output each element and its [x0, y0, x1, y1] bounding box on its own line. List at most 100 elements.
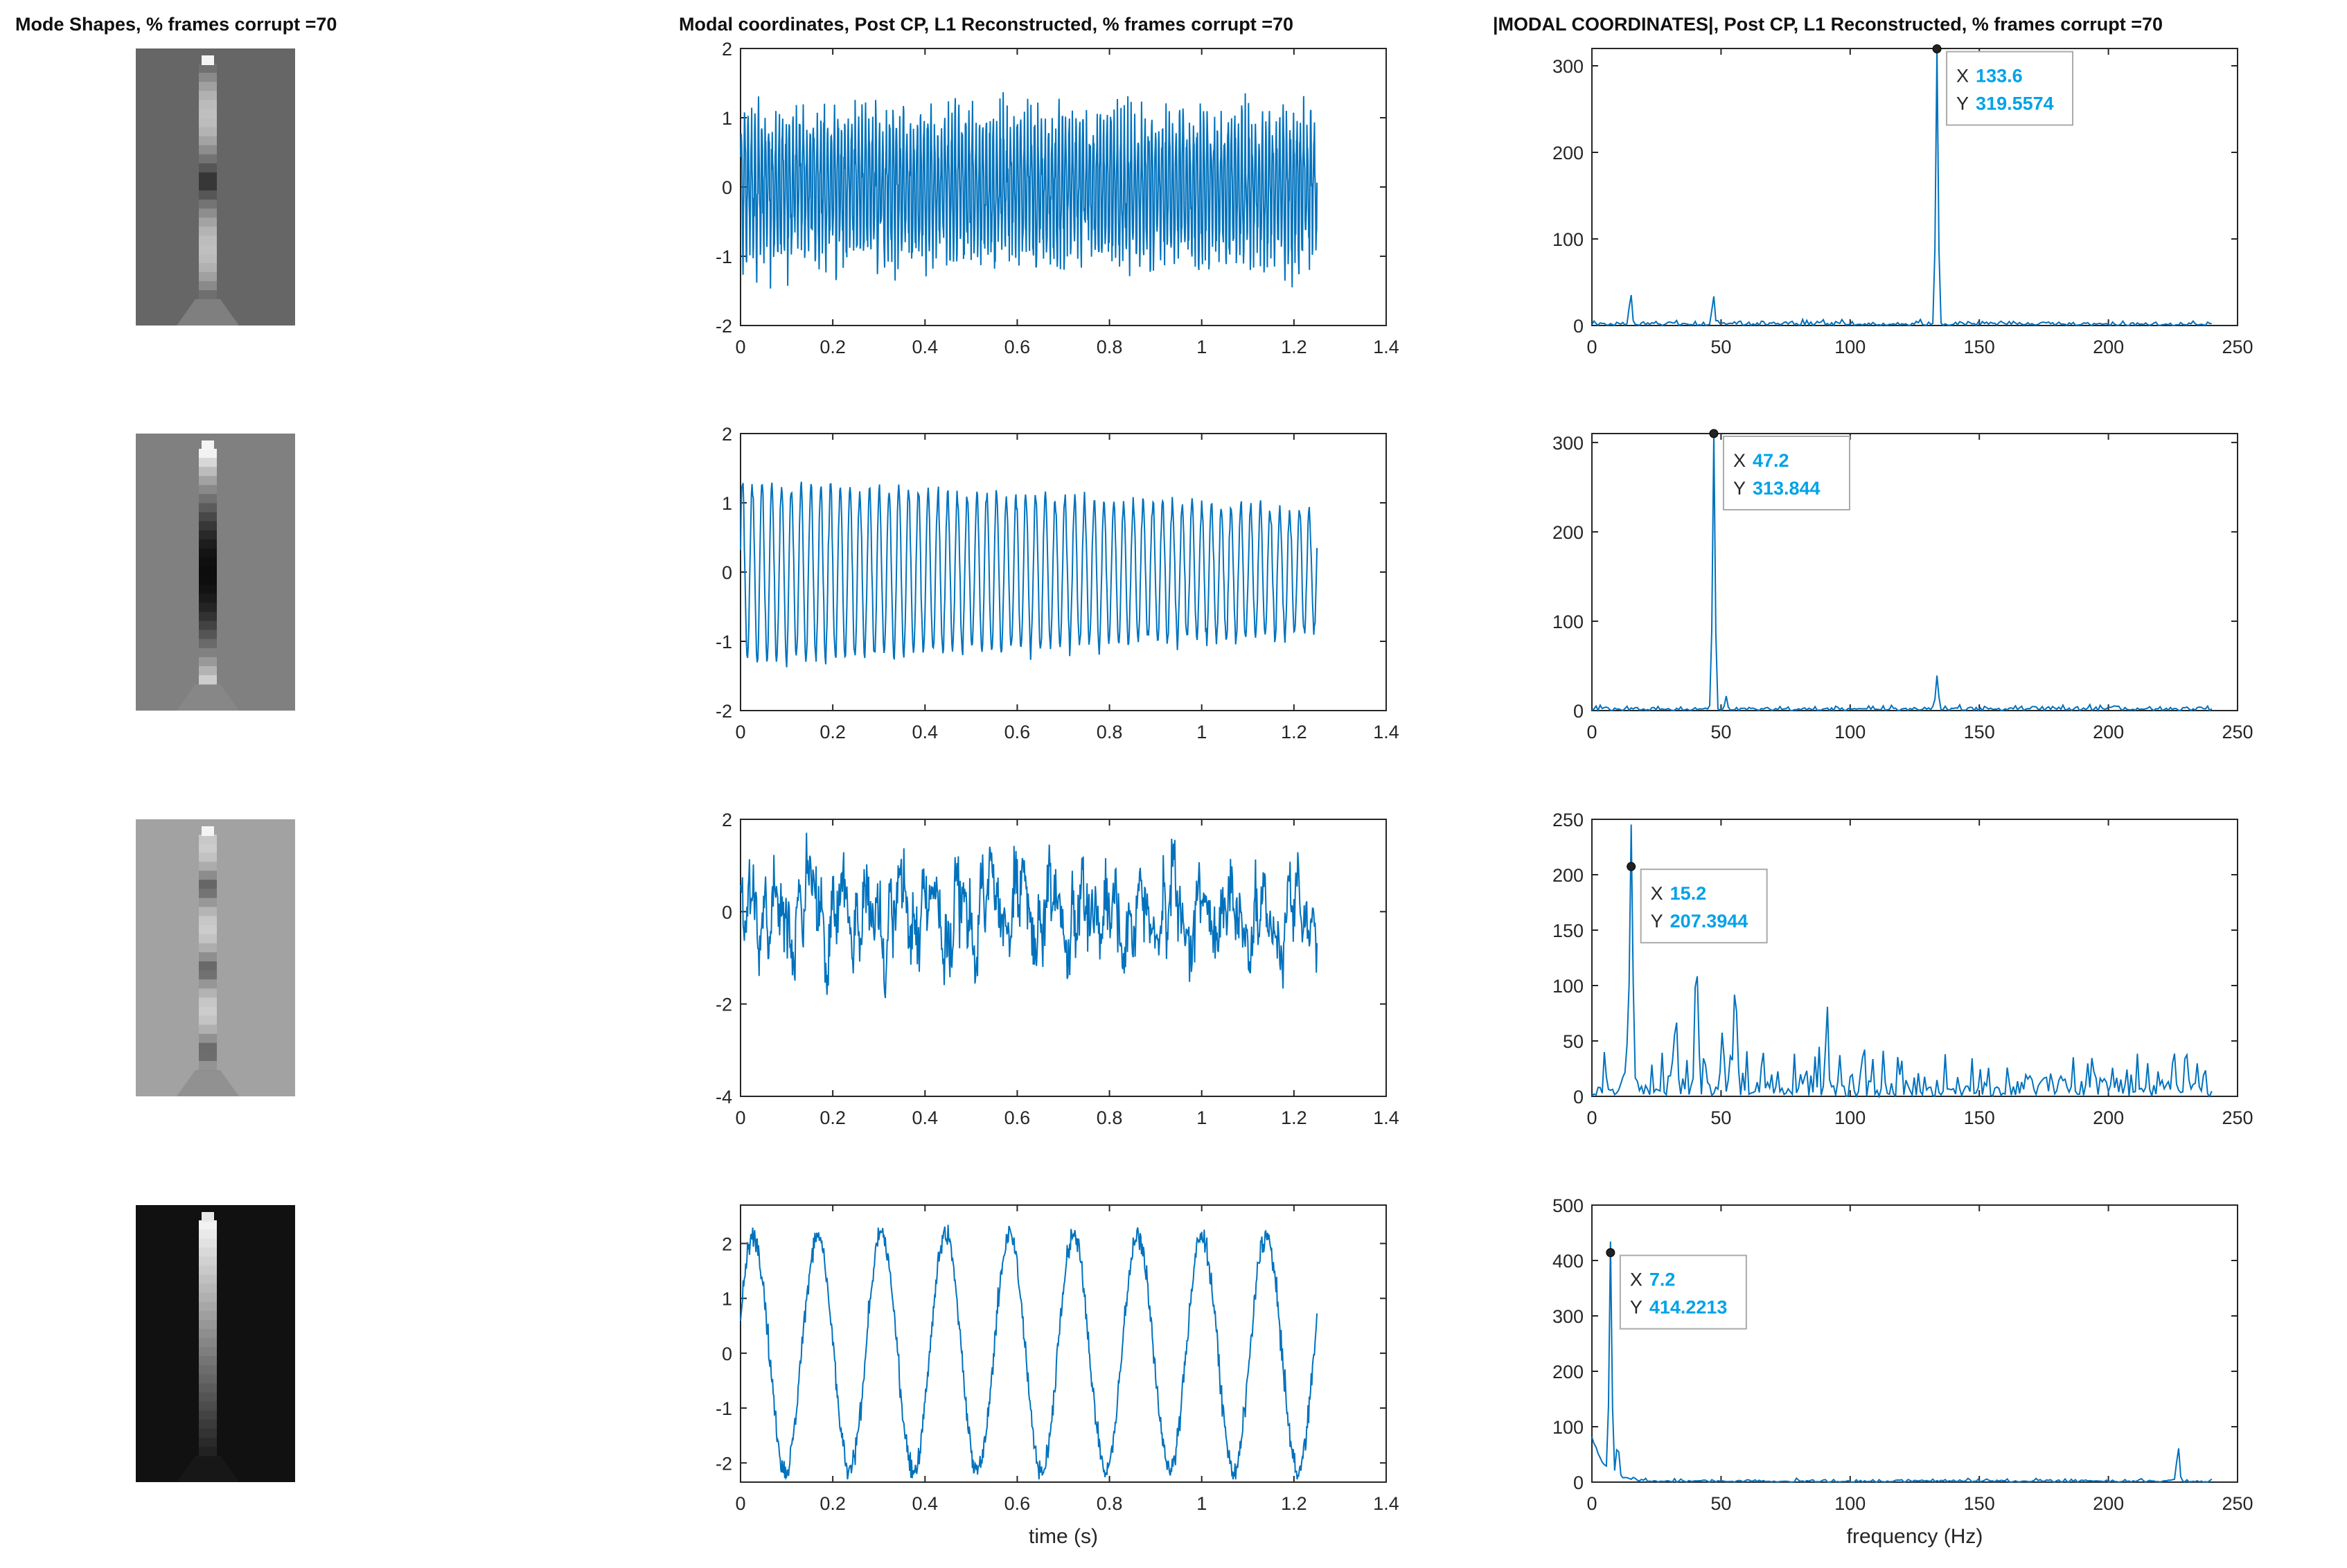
mode-shape-segment — [199, 244, 217, 255]
mode-shape-segment — [199, 226, 217, 237]
y-tick-label: 300 — [1552, 56, 1584, 77]
x-axis-label: time (s) — [1029, 1525, 1098, 1548]
datatip-x-value: 133.6 — [1976, 66, 2023, 87]
datatip-marker — [1932, 44, 1942, 54]
x-tick-label: 1 — [1196, 1493, 1207, 1514]
mode-shape-segment — [199, 1265, 217, 1276]
mode-shape-segment — [199, 1419, 217, 1429]
datatip-y-label: Y — [1956, 93, 1969, 114]
series-line — [740, 481, 1318, 668]
datatip-x-label: X — [1733, 450, 1746, 471]
x-tick-label: 200 — [2093, 1107, 2124, 1128]
y-tick-label: 1 — [722, 108, 732, 129]
mode-shape-segment — [199, 280, 217, 291]
x-tick-label: 1.4 — [1373, 1493, 1399, 1514]
mode-shape-segment — [199, 657, 217, 667]
datatip-x-value: 47.2 — [1753, 450, 1789, 471]
mode-shape-segment — [199, 100, 217, 110]
x-tick-label: 150 — [1964, 337, 1995, 357]
y-tick-label: -2 — [716, 701, 732, 722]
mode-shape-segment — [199, 109, 217, 119]
datatip-x-value: 15.2 — [1670, 883, 1707, 904]
x-tick-label: 50 — [1710, 1493, 1731, 1514]
datatip-y-value: 319.5574 — [1976, 93, 2054, 114]
datatip-x-value: 7.2 — [1649, 1269, 1676, 1290]
mode-shape-segment — [199, 853, 217, 863]
x-tick-label: 1.4 — [1373, 722, 1399, 742]
series-line — [740, 1224, 1318, 1481]
x-tick-label: 1 — [1196, 337, 1207, 357]
x-tick-label: 200 — [2093, 337, 2124, 357]
mode-shape-segment — [199, 862, 217, 872]
mode-shape-segment — [199, 1347, 217, 1357]
mode-shape-segment — [199, 1015, 217, 1026]
mode-shape-segment — [199, 476, 217, 486]
datatip-box — [1946, 51, 2074, 126]
datatip-y-value: 414.2213 — [1649, 1297, 1728, 1318]
x-tick-label: 0.4 — [912, 722, 939, 742]
x-tick-label: 0.8 — [1097, 1493, 1123, 1514]
mode-shape-segment — [199, 934, 217, 944]
mode-shape-segment — [199, 118, 217, 128]
axes-freq-1: 0 50 100 150 200 250 0 100 200 300 X 133.6 Y 319.5574 — [1552, 44, 2253, 357]
mode-shape-segment — [199, 271, 217, 282]
plot-area — [1591, 433, 2238, 711]
mode-shape-segment — [199, 289, 217, 300]
mode-shape-segment — [199, 898, 217, 908]
mode-shape-segment — [199, 979, 217, 990]
mode-shape-segment — [199, 1383, 217, 1393]
mode-shape-segment — [199, 1229, 217, 1240]
mode-shape-segment — [199, 970, 217, 981]
mode-shape-segment — [199, 988, 217, 999]
axes-time-1: 0 0.2 0.4 0.6 0.8 1 1.2 1.4 -2 -1 0 1 2 — [716, 39, 1399, 357]
mode-shape-segment — [199, 503, 217, 513]
mode-shape-cap — [202, 440, 214, 450]
x-tick-label: 100 — [1834, 337, 1866, 357]
mode-shape-cap — [202, 55, 214, 65]
x-tick-label: 100 — [1834, 1493, 1866, 1514]
mode-shape-segment — [199, 621, 217, 631]
mode-shape-base — [177, 1456, 239, 1482]
mode-shape-segment — [199, 127, 217, 137]
mode-shape-image — [136, 1205, 295, 1482]
axes-time-3: 0 0.2 0.4 0.6 0.8 1 1.2 1.4 -4 -2 0 2 — [716, 810, 1399, 1128]
mode-shape-segment — [199, 235, 217, 246]
datatip-marker — [1606, 1248, 1615, 1258]
mode-shape-segment — [199, 889, 217, 899]
mode-shape-segment — [199, 1410, 217, 1420]
mode-shape-segment — [199, 952, 217, 963]
mode-shape-image — [136, 819, 295, 1096]
y-tick-label: 250 — [1552, 810, 1584, 830]
y-tick-label: 1 — [722, 1289, 732, 1310]
x-tick-label: 1.4 — [1373, 337, 1399, 357]
mode-shape-segment — [199, 1365, 217, 1375]
mode-shape-segment — [199, 1247, 217, 1258]
spectrum-line — [1591, 433, 2213, 713]
plot-area — [1591, 819, 2238, 1097]
x-tick-label: 1.2 — [1281, 722, 1307, 742]
datatip-y-value: 313.844 — [1753, 478, 1821, 499]
y-tick-label: -2 — [716, 995, 732, 1015]
y-tick-label: 300 — [1552, 433, 1584, 454]
mode-shape-segment — [199, 1292, 217, 1303]
mode-shape-segment — [199, 871, 217, 881]
mode-shape-segment — [199, 154, 217, 164]
x-tick-label: 0.6 — [1004, 1493, 1031, 1514]
spectrum-line — [1591, 824, 2213, 1099]
mode-shape-segment — [199, 594, 217, 604]
mode-shape-segment — [199, 1401, 217, 1411]
y-tick-label: 200 — [1552, 1362, 1584, 1382]
mode-shape-image — [136, 434, 295, 711]
plot-area — [740, 819, 1387, 1097]
mode-shape-segment — [199, 1042, 217, 1053]
mode-shape-base — [177, 299, 239, 326]
mode-shape-segment — [199, 835, 217, 845]
y-tick-label: -1 — [716, 247, 732, 267]
y-tick-label: 500 — [1552, 1195, 1584, 1216]
x-tick-label: 0 — [735, 337, 745, 357]
x-tick-label: 0.8 — [1097, 1107, 1123, 1128]
mode-shape-image — [136, 48, 295, 326]
mode-shape-segment — [199, 181, 217, 192]
x-tick-label: 0.2 — [820, 337, 846, 357]
